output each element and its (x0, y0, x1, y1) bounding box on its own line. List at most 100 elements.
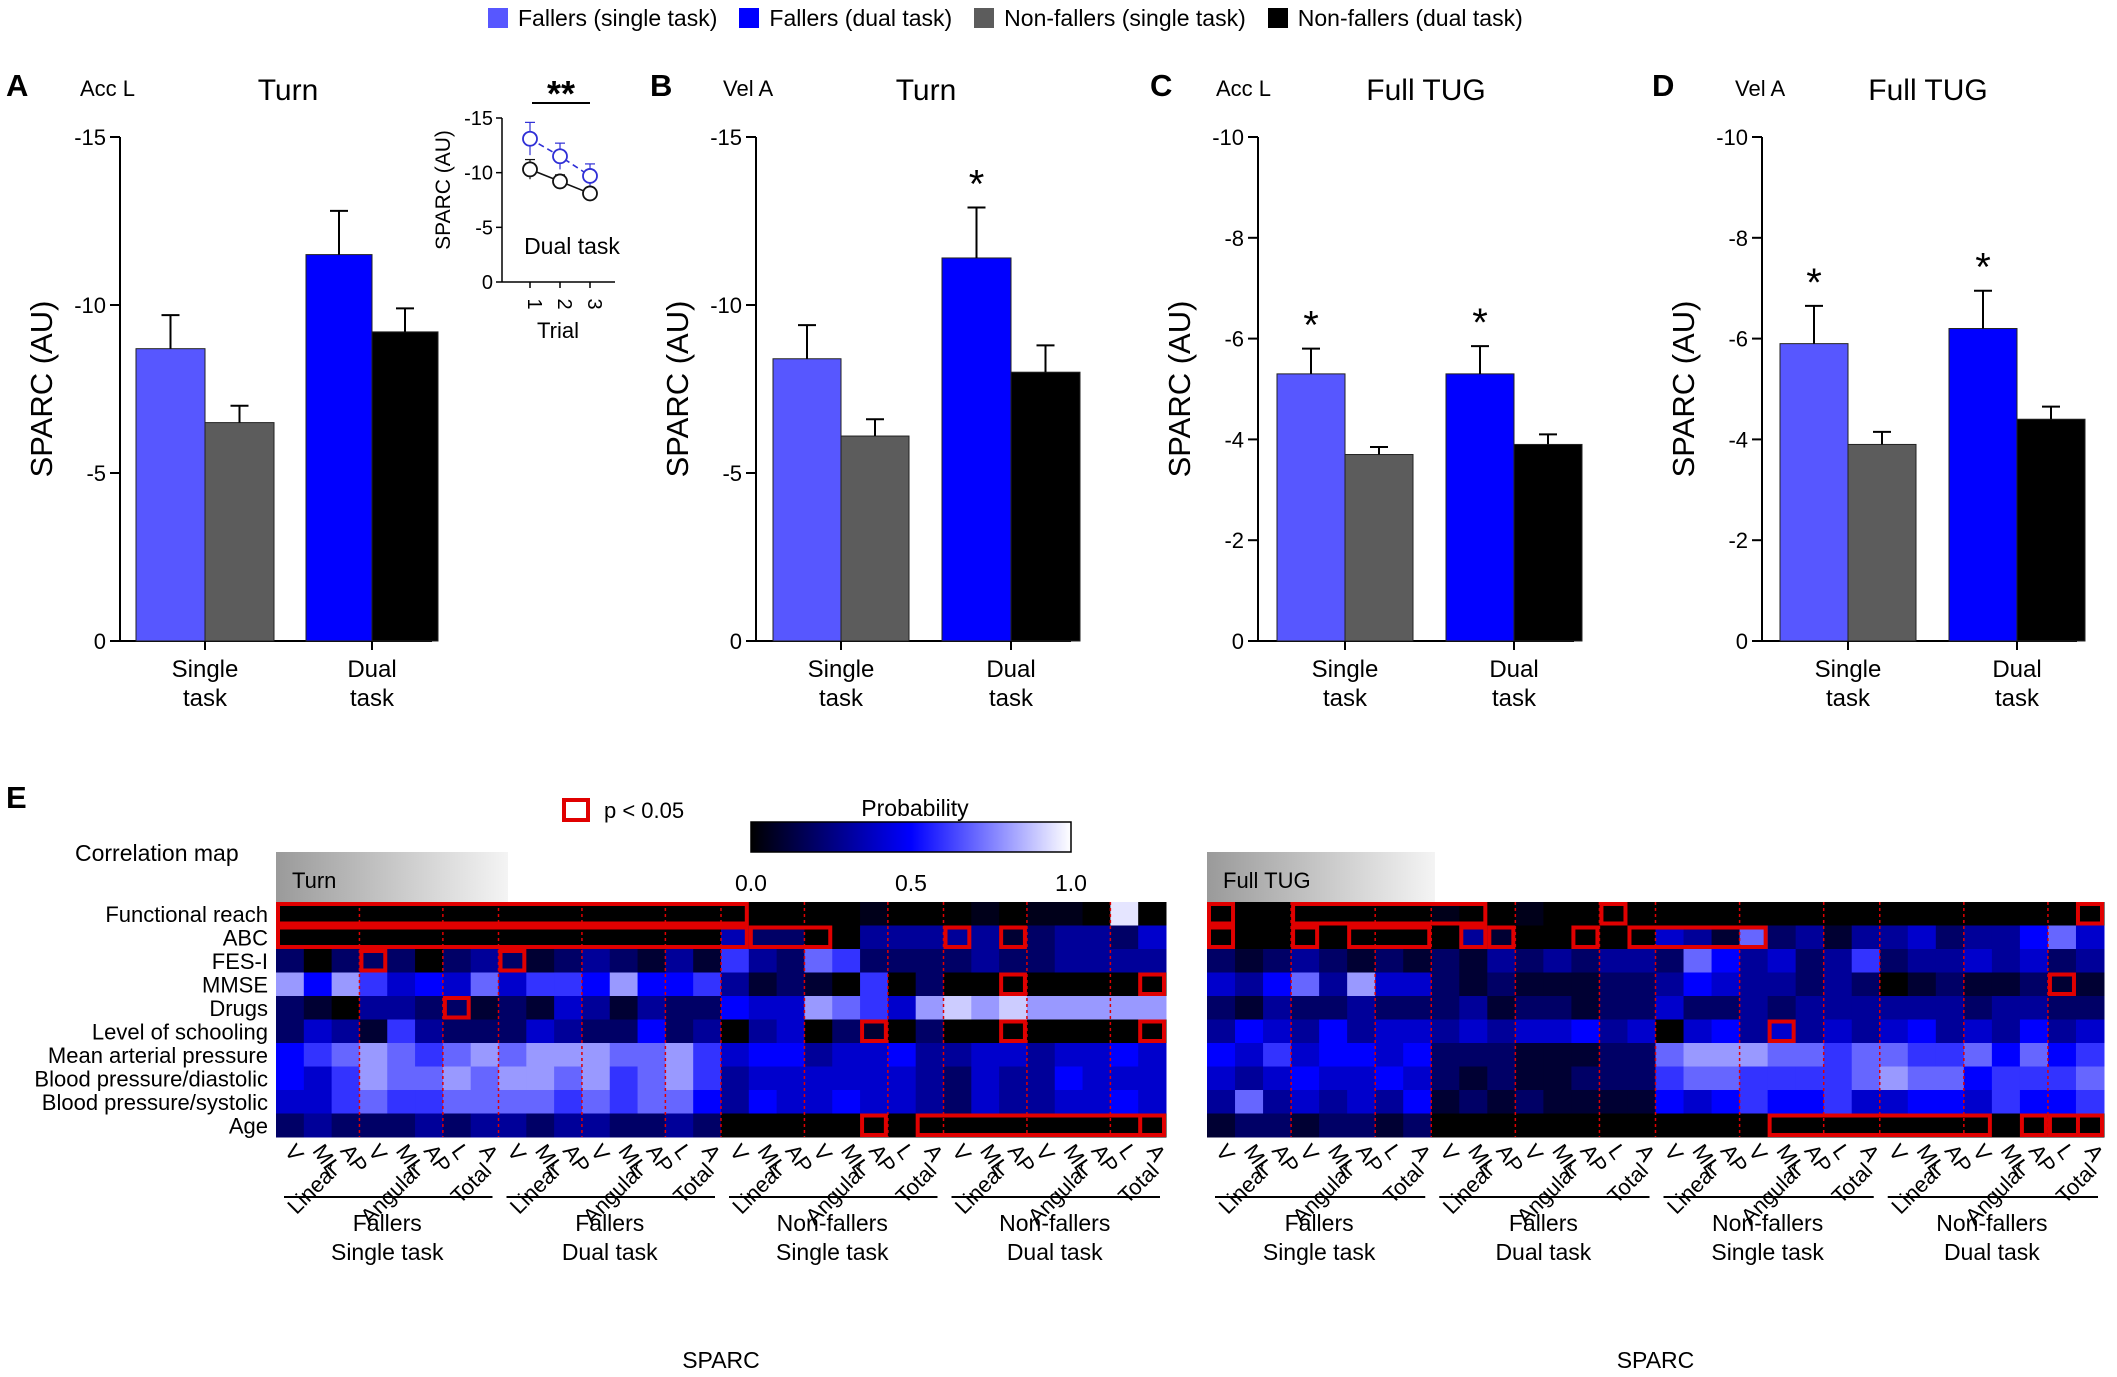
heatmap-cell (776, 1113, 805, 1138)
heatmap-cell (1963, 1019, 1993, 1044)
heatmap-cell (1935, 925, 1965, 950)
heatmap-cell (2047, 949, 2077, 973)
heatmap-cell (1375, 996, 1404, 1020)
heatmap-cell (1138, 1090, 1167, 1114)
heatmap-cell (2047, 1066, 2077, 1091)
heatmap-row-label: Drugs (209, 996, 268, 1021)
heatmap-cell (721, 996, 750, 1020)
heatmap-cell (554, 1066, 583, 1091)
heatmap-cell (665, 1113, 694, 1138)
heatmap-cell (1082, 949, 1111, 973)
heatmap-cell (1599, 1066, 1628, 1091)
y-tick-label: -10 (1716, 125, 1748, 150)
y-tick-label: -5 (722, 461, 742, 486)
heatmap-cell (1711, 1113, 1741, 1138)
y-axis-label: SPARC (AU) (24, 301, 59, 478)
heatmap-cell (1599, 1043, 1628, 1067)
heatmap-map-title: Full TUG (1223, 868, 1311, 893)
heatmap-cell (1907, 925, 1937, 950)
heatmap-cell (1431, 1043, 1460, 1067)
heatmap-cell (1767, 972, 1797, 997)
significance-mark: * (1806, 261, 1822, 305)
inset-point (522, 161, 538, 178)
bar (1445, 373, 1515, 642)
heatmap-cell (1459, 996, 1488, 1020)
heatmap-cell (943, 1066, 972, 1091)
heatmap-cell (1235, 996, 1264, 1020)
heatmap-cell (1026, 949, 1056, 973)
heatmap-cell (1487, 902, 1516, 926)
heatmap-cell (832, 972, 861, 997)
x-tick-label: Dual (347, 656, 396, 683)
heatmap-cell (1026, 1090, 1056, 1114)
heatmap-cell (359, 1090, 388, 1114)
heatmap-cell (1515, 925, 1544, 950)
heatmap-group-label: Dual task (1007, 1239, 1103, 1265)
heatmap-cell (470, 949, 499, 973)
heatmap-cell (1026, 996, 1056, 1020)
heatmap-row-label: Blood pressure/systolic (42, 1090, 268, 1115)
heatmap-cell (860, 996, 889, 1020)
heatmap-cell (943, 1090, 972, 1114)
heatmap-cell (1403, 1066, 1432, 1091)
x-tick-label: task (1492, 685, 1537, 712)
bar (941, 257, 1012, 642)
heatmap-cell (1907, 1019, 1937, 1044)
heatmap-cell (359, 1113, 388, 1138)
heatmap-cell (721, 1113, 750, 1138)
heatmap-cell (887, 1113, 917, 1138)
heatmap-cell (1459, 1066, 1488, 1091)
heatmap-subgroup-label: Total (1602, 1158, 1653, 1209)
x-tick-label: task (183, 685, 228, 712)
heatmap-cell (1138, 1066, 1167, 1091)
heatmap-cell (526, 1019, 555, 1044)
heatmap-cell (498, 1066, 527, 1091)
heatmap-cell (470, 1113, 499, 1138)
heatmap-cell (832, 1090, 861, 1114)
heatmap-cell (1375, 949, 1404, 973)
heatmap-cell (1263, 1066, 1292, 1091)
heatmap-cell (693, 1019, 722, 1044)
heatmap-cell (1823, 972, 1853, 997)
heatmap-cell (1291, 1090, 1320, 1114)
heatmap-cell (1543, 1066, 1572, 1091)
heatmap-cell (1515, 972, 1544, 997)
heatmap-cell (804, 1043, 833, 1067)
heatmap-cell (442, 1113, 472, 1138)
heatmap-cell (1711, 1043, 1741, 1067)
heatmap-cell (1767, 902, 1797, 926)
significance-highlight (1138, 972, 1166, 996)
heatmap-cell (609, 1019, 639, 1044)
heatmap-cell (665, 972, 694, 997)
heatmap-cell (1291, 1043, 1320, 1067)
heatmap-column-label: V (280, 1140, 309, 1167)
inset-significance-mark: ** (547, 73, 575, 114)
heatmap-cell (359, 1019, 388, 1044)
significance-mark: * (1472, 301, 1488, 345)
heatmap-cell (359, 1066, 388, 1091)
panel-title: Full TUG (1868, 74, 1987, 107)
significance-highlight (2047, 972, 2076, 996)
heatmap-cell (1347, 1043, 1376, 1067)
heatmap-cell (1683, 949, 1713, 973)
heatmap-cell (1110, 972, 1139, 997)
heatmap-cell (1543, 949, 1572, 973)
heatmap-cell (1823, 1090, 1853, 1114)
heatmap-cell (2075, 1019, 2105, 1044)
y-tick-label: -10 (710, 293, 742, 318)
heatmap-group-label: Dual task (562, 1239, 658, 1265)
heatmap-cell (943, 1043, 972, 1067)
heatmap-cell (1375, 1066, 1404, 1091)
bar (305, 254, 373, 642)
significance-highlight (1767, 1019, 1796, 1043)
significance-highlight (498, 949, 527, 973)
heatmap-cell (1683, 1090, 1713, 1114)
heatmap-cell (915, 972, 944, 997)
heatmap-map-tab (276, 852, 508, 902)
heatmap-cell (943, 949, 972, 973)
heatmap-subgroup-label: Linear (1214, 1158, 1275, 1219)
heatmap-cell (1571, 1066, 1600, 1091)
panel-D: D Vel A Full TUG -10 -8 -6 -4 -2 0 SPARC (AU) Sing… (1652, 68, 2086, 712)
significance-highlight (860, 1019, 888, 1043)
heatmap-cell (1431, 996, 1460, 1020)
